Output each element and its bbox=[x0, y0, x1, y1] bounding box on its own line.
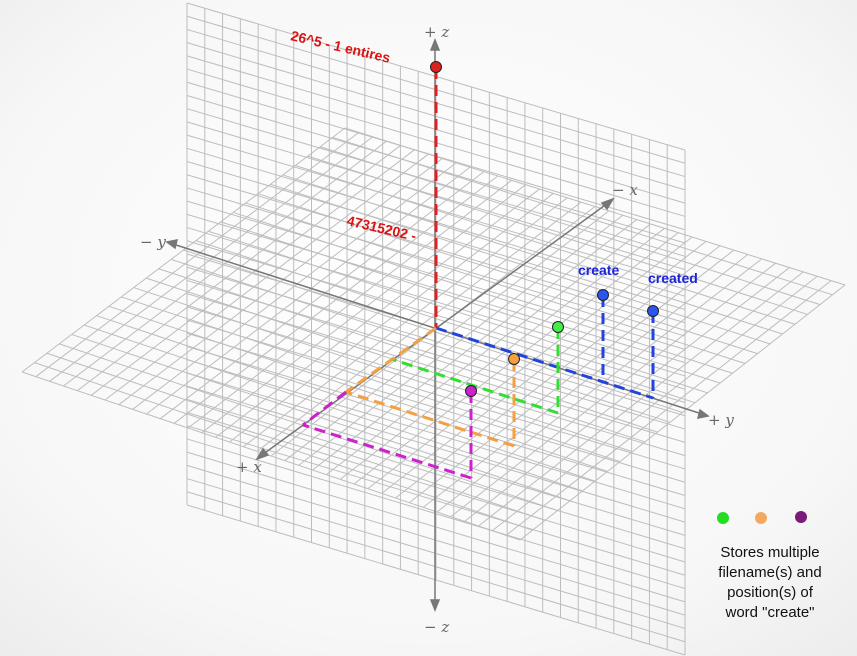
neg-x-label: − x bbox=[612, 181, 638, 199]
grid-line bbox=[186, 425, 686, 576]
grid-line bbox=[170, 258, 671, 423]
grid-line bbox=[186, 491, 686, 643]
create-label: create bbox=[578, 262, 619, 278]
grid-line bbox=[344, 127, 846, 286]
orange-dashed-lines bbox=[345, 326, 516, 448]
neg-y-arrow bbox=[165, 239, 179, 250]
legend-line-2: filename(s) and bbox=[718, 564, 822, 581]
created-label: created bbox=[648, 270, 698, 286]
neg-z-label: − z bbox=[424, 618, 449, 636]
grid-line bbox=[46, 352, 546, 521]
grid-line bbox=[186, 332, 686, 483]
grid-line bbox=[186, 94, 686, 244]
grid-line bbox=[186, 438, 686, 590]
grid-line bbox=[133, 287, 633, 453]
legend-line-3: position(s) of bbox=[727, 584, 813, 601]
grid-line bbox=[186, 42, 686, 191]
grid-line bbox=[96, 315, 596, 482]
grid-line bbox=[320, 146, 821, 306]
grid-line bbox=[186, 451, 686, 603]
grid-line bbox=[233, 211, 733, 374]
created-point bbox=[647, 305, 659, 317]
grid-line bbox=[295, 165, 796, 325]
legend-orange-dot bbox=[755, 512, 767, 524]
neg-z-arrow bbox=[429, 599, 441, 613]
orange-point bbox=[508, 353, 520, 365]
neg-y-label: − y bbox=[140, 233, 166, 251]
pos-y-label: + y bbox=[708, 411, 734, 429]
grid-line bbox=[186, 504, 686, 656]
red-point bbox=[430, 61, 442, 73]
pos-x-arrow bbox=[255, 447, 270, 461]
grid-line bbox=[245, 202, 746, 364]
xz-grid-plane bbox=[186, 2, 686, 656]
neg-x-arrow bbox=[600, 197, 615, 211]
legend-line-1: Stores multiple bbox=[720, 544, 820, 561]
grid-line bbox=[186, 464, 686, 616]
grid-line bbox=[158, 268, 658, 433]
grid-line bbox=[257, 193, 758, 355]
pos-y-arrow bbox=[696, 408, 710, 419]
grid-line bbox=[186, 319, 686, 470]
legend-text: Stores multiple filename(s) and position… bbox=[700, 543, 840, 623]
grid-line bbox=[332, 136, 833, 296]
grid-line bbox=[21, 371, 521, 541]
grid-line bbox=[186, 398, 686, 550]
legend-green-dot bbox=[717, 512, 729, 524]
purple-point bbox=[465, 385, 477, 397]
grid-line bbox=[71, 333, 571, 502]
legend-purple-dot bbox=[795, 511, 807, 523]
grid-line bbox=[83, 324, 583, 492]
grid-line bbox=[186, 372, 686, 523]
grid-line bbox=[186, 359, 686, 510]
pos-z-label: + z bbox=[424, 23, 449, 41]
grid-line bbox=[307, 155, 808, 315]
purple-dashed-lines bbox=[302, 390, 473, 480]
grid-line bbox=[34, 362, 533, 531]
green-point bbox=[552, 321, 564, 333]
grid-line bbox=[108, 305, 608, 472]
grid-line bbox=[186, 478, 686, 629]
grid-line bbox=[121, 296, 621, 463]
grid-line bbox=[186, 161, 686, 310]
create-point bbox=[597, 289, 609, 301]
pos-z-arrow bbox=[429, 37, 441, 51]
blue-dashed-lines bbox=[435, 296, 655, 400]
pos-x-label: + x bbox=[236, 458, 262, 476]
grid-line bbox=[270, 183, 771, 345]
grid-line bbox=[282, 174, 783, 335]
green-dashed-lines bbox=[390, 328, 560, 415]
grid-line bbox=[186, 306, 686, 457]
grid-line bbox=[186, 412, 686, 563]
legend-line-4: word "create" bbox=[725, 604, 815, 621]
